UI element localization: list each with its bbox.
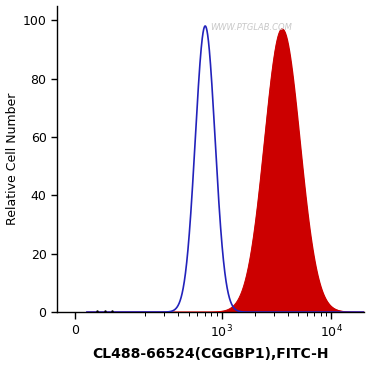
Text: WWW.PTGLAB.COM: WWW.PTGLAB.COM — [210, 22, 292, 32]
Y-axis label: Relative Cell Number: Relative Cell Number — [6, 92, 18, 225]
X-axis label: CL488-66524(CGGBP1),FITC-H: CL488-66524(CGGBP1),FITC-H — [92, 348, 329, 361]
